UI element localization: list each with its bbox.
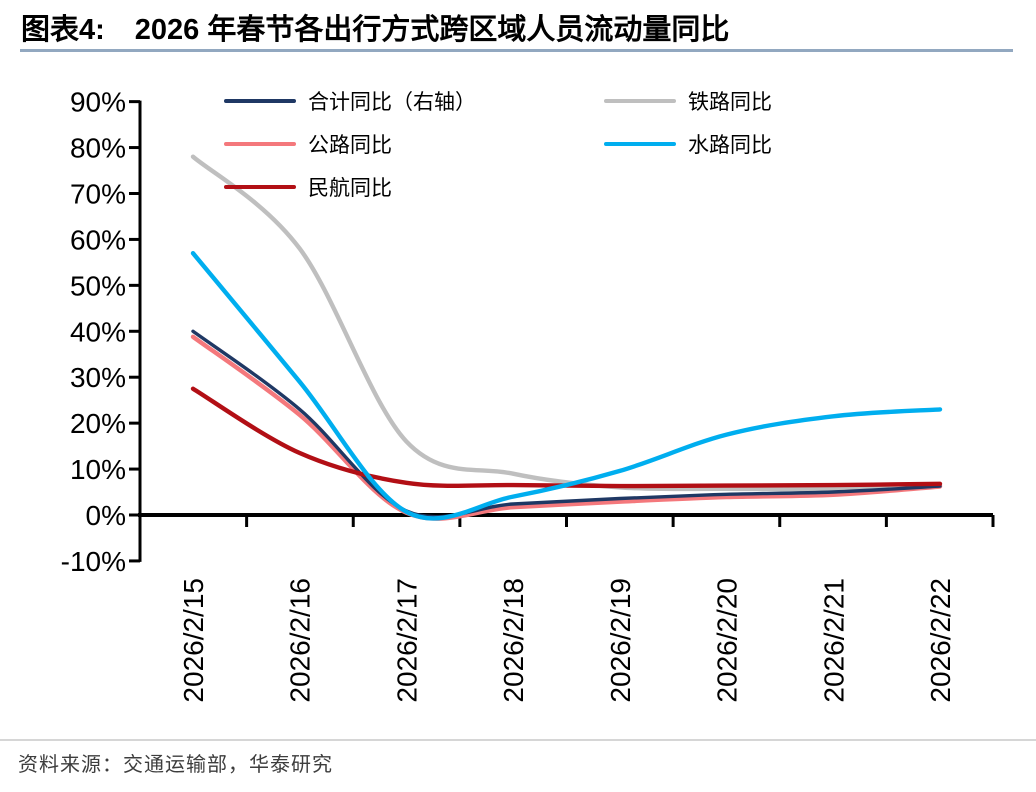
x-tick-label: 2026/2/20 bbox=[712, 578, 743, 703]
y-tick-label: 90% bbox=[70, 87, 126, 118]
legend-label-waterway: 水路同比 bbox=[688, 134, 772, 157]
series-line-waterway bbox=[190, 251, 943, 521]
legend-swatch-highway bbox=[224, 142, 296, 146]
y-tick-label: 30% bbox=[70, 362, 126, 393]
x-tick-label: 2026/2/22 bbox=[925, 578, 956, 703]
legend-label-highway: 公路同比 bbox=[308, 134, 392, 157]
title-underline bbox=[20, 49, 1013, 52]
legend-label-rail: 铁路同比 bbox=[688, 91, 772, 114]
y-tick-label: 10% bbox=[70, 454, 126, 485]
series-line-highway bbox=[190, 334, 943, 521]
legend-swatch-aviation bbox=[224, 185, 296, 189]
x-tick-label: 2026/2/19 bbox=[605, 578, 636, 703]
footer-source: 资料来源：交通运输部，华泰研究 bbox=[18, 754, 333, 776]
x-tick-label: 2026/2/21 bbox=[818, 578, 849, 703]
legend-item-highway-yoy: 公路同比 bbox=[224, 132, 392, 157]
series-line-total bbox=[191, 329, 942, 519]
chart-title-text: 2026 年春节各出行方式跨区域人员流动量同比 bbox=[134, 14, 730, 46]
y-tick-label: -10% bbox=[61, 546, 126, 577]
chart-title-label: 图表4: bbox=[21, 14, 105, 46]
legend-item-aviation-yoy: 民航同比 bbox=[224, 175, 392, 200]
y-tick-label: 0% bbox=[86, 500, 126, 531]
y-tick-label: 70% bbox=[70, 178, 126, 209]
legend-label-aviation: 民航同比 bbox=[308, 177, 392, 200]
series-line-aviation bbox=[190, 386, 943, 489]
y-tick-label: 60% bbox=[70, 224, 126, 255]
line-chart: 90% 80% 70% 60% 50% 40% 30% 20% 10% 0% -10% 2026/2/… bbox=[61, 87, 995, 703]
y-tick-label: 40% bbox=[70, 316, 126, 347]
legend-swatch-waterway bbox=[604, 142, 676, 146]
x-tick-label: 2026/2/18 bbox=[498, 578, 529, 703]
footer-divider bbox=[0, 739, 1036, 741]
legend-item-waterway-yoy: 水路同比 bbox=[604, 132, 772, 157]
x-tick-label: 2026/2/17 bbox=[391, 578, 422, 703]
x-tick-label: 2026/2/15 bbox=[178, 578, 209, 703]
legend-swatch-rail bbox=[604, 99, 676, 103]
x-tick-label: 2026/2/16 bbox=[285, 578, 316, 703]
legend-swatch-total bbox=[224, 99, 296, 103]
legend-label-total: 合计同比（右轴） bbox=[308, 91, 476, 114]
legend-item-total-yoy: 合计同比（右轴） bbox=[224, 89, 476, 114]
series-line-rail bbox=[190, 154, 943, 492]
y-tick-label: 20% bbox=[70, 408, 126, 439]
legend-item-rail-yoy: 铁路同比 bbox=[604, 89, 772, 114]
y-tick-label: 80% bbox=[70, 133, 126, 164]
y-tick-label: 50% bbox=[70, 270, 126, 301]
chart-title: 图表4: 2026 年春节各出行方式跨区域人员流动量同比 bbox=[21, 6, 729, 48]
